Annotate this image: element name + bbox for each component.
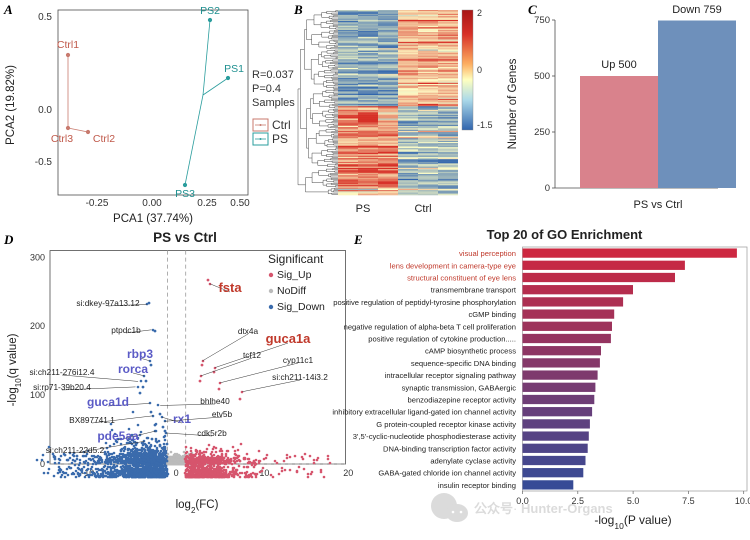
svg-text:7.5: 7.5 <box>682 496 695 506</box>
svg-text:positive regulation of peptidy: positive regulation of peptidyl-tyrosine… <box>333 298 516 307</box>
svg-text:GABA-gated chloride ion channe: GABA-gated chloride ion channel activity <box>378 469 516 478</box>
svg-text:structural constituent of eye: structural constituent of eye lens <box>407 274 516 283</box>
svg-text:synaptic transmission, GABAerg: synaptic transmission, GABAergic <box>402 383 517 392</box>
svg-text:transmembrane transport: transmembrane transport <box>431 286 517 295</box>
svg-text:G protein-coupled receptor kin: G protein-coupled receptor kinase activi… <box>376 420 516 429</box>
svg-text:negative regulation of alpha-b: negative regulation of alpha-beta T cell… <box>344 322 516 331</box>
svg-text:cAMP biosynthetic process: cAMP biosynthetic process <box>425 347 516 356</box>
svg-text:inhibitory extracellular ligan: inhibitory extracellular ligand-gated io… <box>332 408 516 417</box>
svg-text:adenylate cyclase activity: adenylate cyclase activity <box>430 457 516 466</box>
svg-text:intracellular receptor signali: intracellular receptor signaling pathway <box>385 371 516 380</box>
svg-text:positive regulation of cytokin: positive regulation of cytokine producti… <box>368 335 516 344</box>
svg-text:cGMP binding: cGMP binding <box>468 310 516 319</box>
svg-text:visual perception: visual perception <box>459 249 516 258</box>
svg-text:sequence-specific DNA binding: sequence-specific DNA binding <box>411 359 516 368</box>
svg-text:3',5'-cyclic-nucleotide phosph: 3',5'-cyclic-nucleotide phosphodiesteras… <box>353 432 516 441</box>
svg-text:DNA-binding transcription fact: DNA-binding transcription factor activit… <box>383 444 516 453</box>
svg-text:·: · <box>513 501 517 516</box>
svg-text:公众号: 公众号 <box>474 501 513 516</box>
svg-text:lens development in camera-typ: lens development in camera-type eye <box>390 261 516 270</box>
svg-text:benzodiazepine receptor activi: benzodiazepine receptor activity <box>408 396 517 405</box>
svg-text:10.0: 10.0 <box>735 496 750 506</box>
svg-text:insulin receptor binding: insulin receptor binding <box>438 481 516 490</box>
svg-text:5.0: 5.0 <box>627 496 640 506</box>
svg-text:Hunter-Organs: Hunter-Organs <box>521 501 613 516</box>
